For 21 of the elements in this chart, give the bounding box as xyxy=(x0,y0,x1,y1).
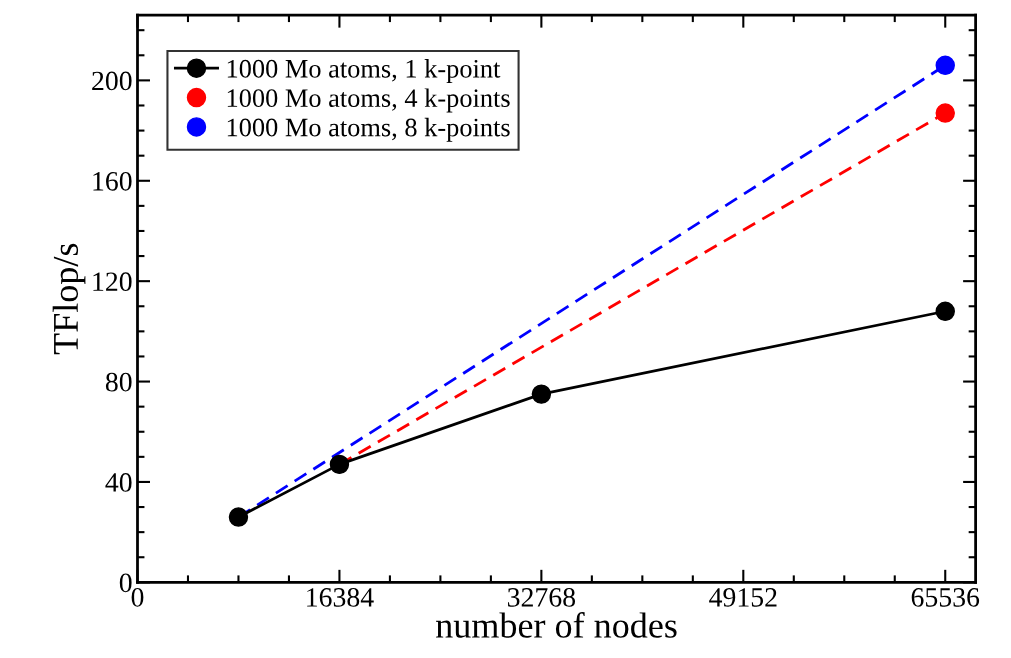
legend-label: 1000 Mo atoms, 8 k-points xyxy=(227,117,510,142)
point xyxy=(935,55,955,76)
y-tick-label: 160 xyxy=(93,171,132,191)
y-tick-label: 200 xyxy=(92,71,132,91)
point xyxy=(531,384,552,404)
y-tick-label: 0 xyxy=(119,573,132,593)
y-axis-title: TFlop/s xyxy=(52,243,86,355)
x-tick-label: 16384 xyxy=(307,587,374,607)
legend-label: 1000 Mo atoms, 4 k-points xyxy=(227,88,510,113)
x-tick-label: 65536 xyxy=(911,588,980,607)
x-tick-label: 49152 xyxy=(709,588,777,607)
y-tick-label: 120 xyxy=(93,272,132,292)
point xyxy=(329,454,350,475)
point xyxy=(935,301,955,322)
legend-label: 1000 Mo atoms, 1 k-point xyxy=(227,59,501,84)
x-axis-title: number of nodes xyxy=(436,612,677,638)
y-tick-label: 40 xyxy=(105,473,132,492)
point xyxy=(935,103,955,123)
x-tick-label: 32768 xyxy=(507,587,576,607)
y-tick-label: 80 xyxy=(105,372,132,392)
point xyxy=(228,507,249,527)
